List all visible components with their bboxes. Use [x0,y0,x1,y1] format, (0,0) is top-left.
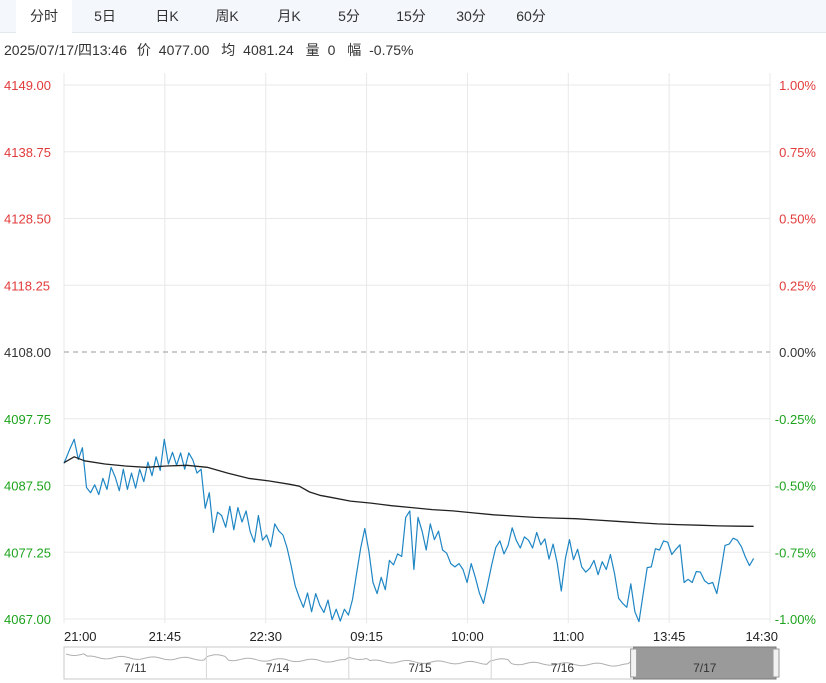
quote-info-bar: 2025/07/17/四13:46 价 4077.00 均 4081.24 量 … [4,40,414,60]
navigator-date-label: 7/15 [408,661,432,675]
navigator-date-label: 7/14 [266,661,290,675]
time-tick-label: 13:45 [653,629,686,644]
percent-tick-label: -1.00% [775,612,817,627]
price-tick-label: 4128.50 [4,212,51,227]
period-tabs: 分时 5日 日K 周K 月K 5分 15分 30分 60分 [0,0,826,34]
avg-value: 4081.24 [243,42,294,58]
navigator-date-label: 7/16 [551,661,575,675]
price-tick-label: 4108.00 [4,345,51,360]
tab-15min[interactable]: 15分 [396,8,426,24]
price-tick-label: 4067.00 [4,612,51,627]
time-tick-label: 21:00 [64,629,97,644]
percent-tick-label: 0.50% [779,212,816,227]
quote-datetime: 2025/07/17/四13:46 [4,42,127,58]
percent-axis-labels: 1.00% 0.75% 0.50% 0.25% 0.00% -0.25% -0.50% -0.… [775,78,817,627]
price-value: 4077.00 [158,42,210,58]
tab-5min[interactable]: 5分 [338,8,360,24]
percent-tick-label: 0.00% [779,345,816,360]
tab-daily-k[interactable]: 日K [155,8,179,24]
navigator-left-handle [630,648,638,678]
time-axis-labels: 21:00 21:45 22:30 09:15 10:00 11:00 13:45 14:30 [64,629,778,644]
percent-tick-label: 0.75% [779,145,816,160]
change-label: 幅 [347,42,362,58]
average-price-line [63,456,754,527]
price-tick-label: 4138.75 [4,145,51,160]
price-tick-label: 4087.50 [4,479,51,494]
volume-value: 0 [327,42,336,58]
price-tick-label: 4118.25 [4,278,50,293]
time-tick-label: 11:00 [552,629,584,644]
navigator-right-handle [772,648,780,678]
change-value: -0.75% [369,42,414,58]
percent-tick-label: 1.00% [779,78,816,93]
percent-tick-label: -0.50% [775,479,817,494]
tab-monthly-k[interactable]: 月K [277,8,301,24]
time-tick-label: 21:45 [149,629,182,644]
chart-grid [63,73,771,623]
tab-30min[interactable]: 30分 [456,8,486,24]
percent-tick-label: -0.25% [775,412,817,427]
time-tick-label: 09:15 [350,629,383,644]
tab-weekly-k[interactable]: 周K [215,8,239,24]
series-lines [63,438,755,623]
price-tick-label: 4077.25 [4,545,51,560]
time-tick-label: 14:30 [745,629,778,644]
tab-5day[interactable]: 5日 [94,8,116,24]
price-label: 价 [136,42,151,58]
price-tick-label: 4097.75 [4,412,51,427]
percent-tick-label: 0.25% [779,278,816,293]
navigator-date-label: 7/11 [124,661,147,675]
tab-intraday[interactable]: 分时 [16,0,72,34]
range-navigator[interactable]: 7/11 7/14 7/15 7/16 7/17 [63,646,780,680]
price-axis-labels: 4149.00 4138.75 4128.50 4118.25 4108.00 4097.… [4,78,51,627]
navigator-date-label: 7/17 [693,661,717,675]
price-line [63,438,755,623]
percent-tick-label: -0.75% [775,545,817,560]
price-tick-label: 4149.00 [4,78,51,93]
avg-label: 均 [221,42,236,58]
time-tick-label: 22:30 [249,629,282,644]
time-tick-label: 10:00 [451,629,484,644]
volume-label: 量 [305,42,320,58]
tab-60min[interactable]: 60分 [516,8,546,24]
